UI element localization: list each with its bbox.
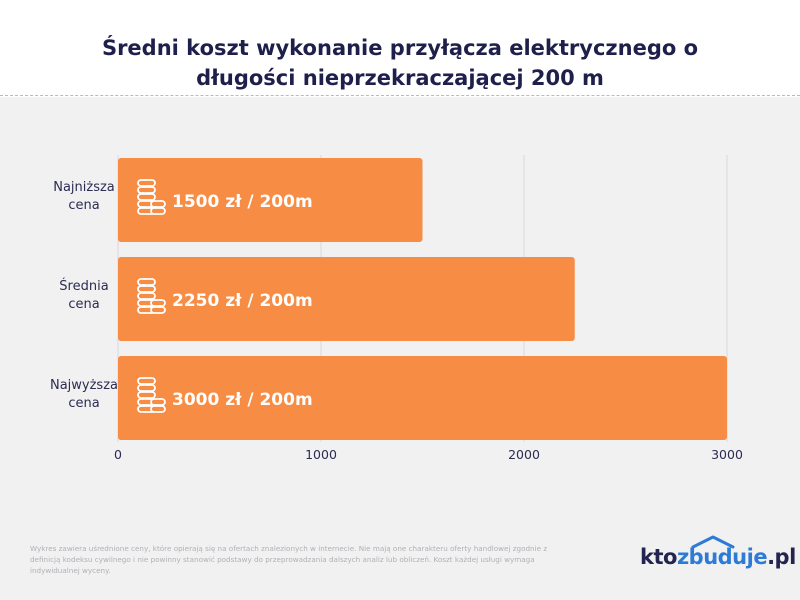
coin-stack-icon xyxy=(137,377,166,413)
category-label-1-line-0: Średnia xyxy=(59,278,108,294)
chart-title: Średni koszt wykonanie przyłącza elektry… xyxy=(0,33,800,93)
category-label-0-line-0: Najniższa xyxy=(53,180,115,195)
bar-chart: 0 1000 2000 3000 1500 zł / 200m Najniższa cena… xyxy=(50,155,743,462)
category-label-0-line-1: cena xyxy=(68,198,99,213)
category-label-2-line-1: cena xyxy=(68,396,99,411)
bar-0 xyxy=(118,158,423,242)
coin-stack-icon xyxy=(137,278,166,314)
x-tick-label-1: 1000 xyxy=(305,447,337,462)
bar-2 xyxy=(118,356,727,440)
logo-text-kto: kto xyxy=(640,545,677,569)
chart-title-line-2: długości nieprzekraczającej 200 m xyxy=(196,66,604,90)
data-label-1: 2250 zł / 200m xyxy=(172,291,313,311)
chart-title-line-1: Średni koszt wykonanie przyłącza elektry… xyxy=(101,36,699,60)
bar-1 xyxy=(118,257,575,341)
x-tick-label-3: 3000 xyxy=(711,447,743,462)
coin-stack-icon xyxy=(137,179,166,215)
chart-panel: 0 1000 2000 3000 1500 zł / 200m Najniższa cena… xyxy=(0,97,800,600)
logo-text-zbuduje: zbuduje xyxy=(676,545,768,569)
x-tick-label-0: 0 xyxy=(114,447,122,462)
brand-logo[interactable]: ktozbuduje.pl xyxy=(640,545,796,569)
data-label-0: 1500 zł / 200m xyxy=(172,192,313,212)
header: Średni koszt wykonanie przyłącza elektry… xyxy=(0,0,800,97)
category-label-2-line-0: Najwyższa xyxy=(50,378,118,393)
house-roof-icon xyxy=(691,535,735,549)
logo-text-pl: .pl xyxy=(767,545,796,569)
header-divider xyxy=(0,95,800,96)
x-tick-label-2: 2000 xyxy=(508,447,540,462)
category-label-1-line-1: cena xyxy=(68,297,99,312)
data-label-2: 3000 zł / 200m xyxy=(172,390,313,410)
disclaimer-footnote: Wykres zawiera uśrednione ceny, które op… xyxy=(30,544,548,575)
